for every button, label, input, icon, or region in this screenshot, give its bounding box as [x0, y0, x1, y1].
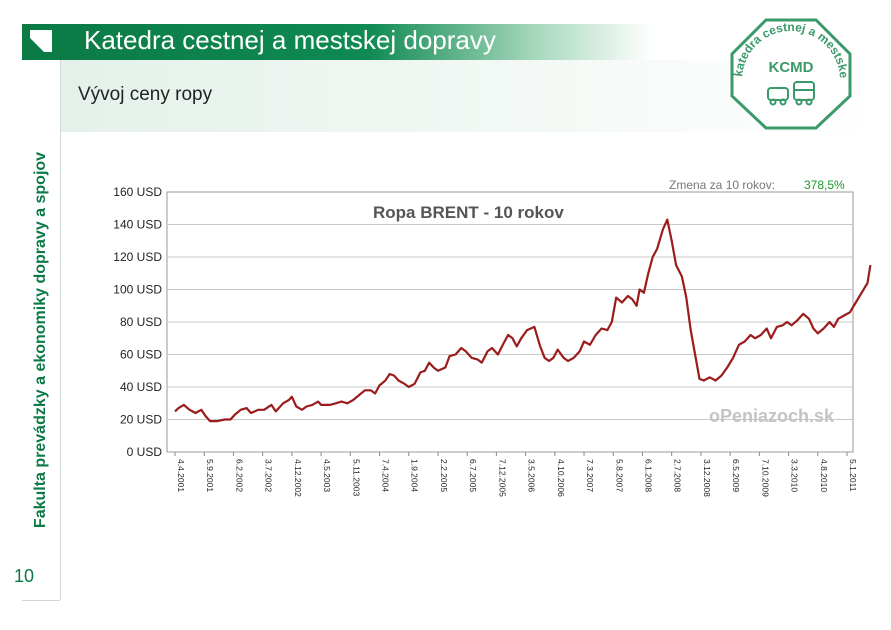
watermark: oPeniazoch.sk — [709, 406, 835, 426]
x-tick-label: 3.3.2010 — [790, 459, 800, 492]
x-tick-label: 6.7.2005 — [468, 459, 478, 492]
x-tick-label: 7.3.2007 — [585, 459, 595, 492]
bus-icon — [793, 81, 815, 106]
left-strip — [22, 60, 61, 600]
logo-square-icon — [30, 30, 52, 52]
x-tick-label: 4.5.2003 — [322, 459, 332, 492]
chart-title: Ropa BRENT - 10 rokov — [373, 203, 564, 222]
faculty-vertical-text: Fakulta prevádzky a ekonomiky dopravy a … — [32, 151, 49, 529]
y-tick-label: 0 USD — [127, 445, 163, 459]
x-tick-label: 7.4.2004 — [381, 459, 391, 492]
x-tick-label: 7.12.2005 — [497, 459, 507, 497]
y-tick-label: 80 USD — [120, 315, 162, 329]
x-tick-label: 1.9.2004 — [410, 459, 420, 492]
divider — [22, 600, 60, 601]
x-tick-label: 3.7.2002 — [264, 459, 274, 492]
slide-subtitle: Vývoj ceny ropy — [78, 84, 213, 105]
page-title: Katedra cestnej a mestskej dopravy — [84, 25, 496, 55]
oil-price-chart: 0 USD 20 USD 40 USD 60 USD 80 USD 100 USD 120 … — [113, 178, 872, 497]
x-tick-label: 3.5.2006 — [527, 459, 537, 492]
x-tick-label: 6.5.2009 — [731, 459, 741, 492]
x-tick-label: 6.2.2002 — [234, 459, 244, 492]
change-label: Zmena za 10 rokov: — [669, 178, 775, 192]
x-tick-label: 6.1.2008 — [643, 459, 653, 492]
x-tick-label: 5.11.2003 — [351, 459, 361, 496]
kcmd-seal-logo: katedra cestnej a mestskej dopravy KCMD — [728, 16, 852, 130]
y-tick-label: 100 USD — [113, 283, 162, 297]
x-tick-label: 5.8.2007 — [614, 459, 624, 492]
x-tick-label: 4.12.2002 — [293, 459, 303, 497]
seal-abbrev: KCMD — [769, 59, 814, 76]
y-tick-label: 60 USD — [120, 348, 162, 362]
x-tick-label: 2.2.2005 — [439, 459, 449, 492]
y-tick-label: 120 USD — [113, 250, 162, 264]
x-tick-label: 5.1.2011 — [848, 459, 858, 492]
header-bar: Katedra cestnej a mestskej dopravy — [22, 24, 652, 60]
x-tick-label: 3.12.2008 — [702, 459, 712, 497]
change-value: 378,5% — [804, 178, 845, 192]
y-tick-label: 140 USD — [113, 218, 162, 232]
x-tick-label: 5.9.2001 — [205, 459, 215, 492]
x-tick-label: 4.8.2010 — [819, 459, 829, 492]
slide-number: 10 — [14, 566, 35, 586]
car-icon — [767, 87, 789, 106]
y-tick-label: 20 USD — [120, 413, 162, 427]
x-tick-label: 2.7.2008 — [673, 459, 683, 492]
x-tick-label: 7.10.2009 — [760, 459, 770, 497]
series-line-brent — [174, 218, 872, 423]
x-tick-label: 4.10.2006 — [556, 459, 566, 497]
x-tick-label: 4.4.2001 — [176, 459, 186, 492]
y-tick-label: 160 USD — [113, 185, 162, 199]
y-tick-label: 40 USD — [120, 380, 162, 394]
